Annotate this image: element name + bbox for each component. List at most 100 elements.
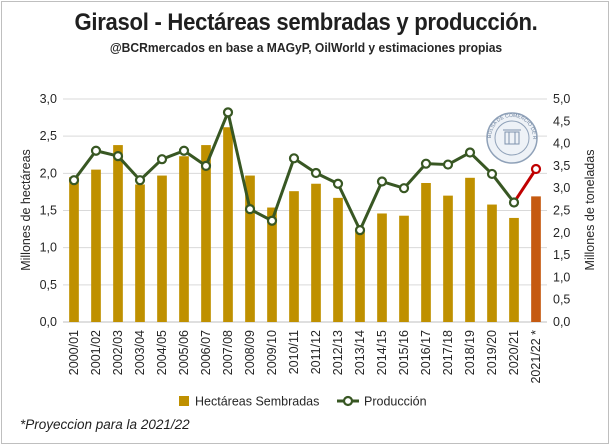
legend-marker-production xyxy=(342,395,354,407)
right-axis-ticks: 0,0 0,5 1,0 1,5 2,0 2,5 3,0 3,5 4,0 4,5 5,0 xyxy=(553,92,570,329)
bar xyxy=(113,145,123,322)
x-tick-label: 2014/15 xyxy=(375,330,389,375)
y-right-tick-label: 5,0 xyxy=(553,92,570,106)
production-point xyxy=(288,153,300,164)
y-right-tick-label: 1,0 xyxy=(553,270,570,284)
x-tick-label: 2021/22 * xyxy=(529,330,543,384)
production-point xyxy=(464,147,476,158)
bar xyxy=(179,156,189,322)
y-right-tick-label: 3,5 xyxy=(553,159,570,173)
left-axis-ticks: 0,0 0,5 1,0 1,5 2,0 2,5 3,0 xyxy=(40,92,57,329)
x-tick-label: 2006/07 xyxy=(199,330,213,375)
bar xyxy=(443,195,453,322)
y-right-tick-label: 2,5 xyxy=(553,204,570,218)
bar xyxy=(311,183,321,322)
y-right-tick-label: 4,0 xyxy=(553,137,570,151)
production-point xyxy=(442,159,454,170)
x-tick-label: 2004/05 xyxy=(155,330,169,375)
chart-title: Girasol - Hectáreas sembradas y producci… xyxy=(74,9,538,36)
bar xyxy=(333,197,343,322)
production-point xyxy=(178,145,190,156)
production-point xyxy=(420,158,432,169)
y-right-tick-label: 0,0 xyxy=(553,315,570,329)
seal-building xyxy=(504,131,520,145)
legend: Hectáreas Sembradas Producción xyxy=(179,395,427,409)
seal-lettering: BOLSA DE COMERCIO DE ROSARIO xyxy=(0,0,537,140)
bar xyxy=(531,196,541,322)
production-point xyxy=(508,197,520,208)
y-left-tick-label: 2,0 xyxy=(40,166,57,180)
production-point xyxy=(332,178,344,189)
y-axis-right-label: Millones de toneladas xyxy=(583,150,597,271)
bar xyxy=(69,177,79,322)
x-tick-label: 2001/02 xyxy=(89,330,103,375)
production-point xyxy=(266,215,278,226)
x-tick-label: 2015/16 xyxy=(397,330,411,375)
x-tick-label: 2002/03 xyxy=(111,330,125,375)
bar xyxy=(289,191,299,322)
bar xyxy=(223,127,233,322)
production-point xyxy=(156,154,168,165)
bar xyxy=(157,175,167,322)
bar xyxy=(465,177,475,322)
x-tick-label: 2012/13 xyxy=(331,330,345,375)
x-tick-label: 2000/01 xyxy=(67,330,81,375)
x-tick-label: 2010/11 xyxy=(287,330,301,374)
legend-label-production: Producción xyxy=(364,395,427,409)
bar xyxy=(509,217,519,322)
bar xyxy=(399,215,409,322)
bar xyxy=(355,228,365,322)
y-left-tick-label: 1,0 xyxy=(40,241,57,255)
production-point xyxy=(90,145,102,156)
bar xyxy=(245,175,255,322)
x-tick-label: 2018/19 xyxy=(463,330,477,375)
production-point xyxy=(354,225,366,236)
x-tick-label: 2005/06 xyxy=(177,330,191,375)
bar xyxy=(377,213,387,322)
production-point xyxy=(530,163,542,175)
x-tick-label: 2008/09 xyxy=(243,330,257,375)
production-point xyxy=(200,160,212,171)
bar xyxy=(201,145,211,322)
y-right-tick-label: 4,5 xyxy=(553,114,570,128)
line-series xyxy=(68,107,542,236)
x-tick-label: 2019/20 xyxy=(485,330,499,375)
production-point xyxy=(134,175,146,186)
bar xyxy=(91,169,101,322)
y-left-tick-label: 1,5 xyxy=(40,204,57,218)
bar xyxy=(487,204,497,322)
x-tick-label: 2003/04 xyxy=(133,330,147,375)
x-tick-label: 2009/10 xyxy=(265,330,279,375)
y-axis-left-label: Millones de hectáreas xyxy=(19,149,33,271)
production-point xyxy=(376,176,388,187)
production-point xyxy=(112,150,124,162)
production-point xyxy=(222,107,234,118)
production-projection-segment xyxy=(512,168,538,204)
x-tick-label: 2007/08 xyxy=(221,330,235,375)
x-tick-label: 2016/17 xyxy=(419,330,433,375)
bar-series xyxy=(69,127,541,322)
y-right-tick-label: 2,0 xyxy=(553,226,570,240)
x-axis-ticks: 2000/01 2001/02 2002/03 2003/04 2004/05 2005/… xyxy=(67,330,543,384)
x-tick-label: 2017/18 xyxy=(441,330,455,375)
production-point xyxy=(486,168,498,180)
bcr-seal-logo: BOLSA DE COMERCIO DE ROSARIO xyxy=(0,0,538,164)
y-left-tick-label: 0,0 xyxy=(40,315,57,329)
production-point xyxy=(244,204,256,215)
seal-outer-ring xyxy=(486,112,538,164)
bar xyxy=(267,207,277,322)
production-point xyxy=(398,183,410,194)
y-left-tick-label: 2,5 xyxy=(40,129,57,143)
y-right-tick-label: 0,5 xyxy=(553,293,570,307)
x-tick-label: 2013/14 xyxy=(353,330,367,375)
y-right-tick-label: 1,5 xyxy=(553,248,570,262)
production-point xyxy=(310,167,322,179)
bar xyxy=(135,184,145,322)
legend-swatch-bars xyxy=(179,396,189,406)
legend-label-bars: Hectáreas Sembradas xyxy=(195,395,319,409)
bar xyxy=(421,182,431,322)
y-left-tick-label: 0,5 xyxy=(40,278,57,292)
x-tick-label: 2011/12 xyxy=(309,330,323,374)
x-tick-label: 2020/21 xyxy=(507,330,521,375)
